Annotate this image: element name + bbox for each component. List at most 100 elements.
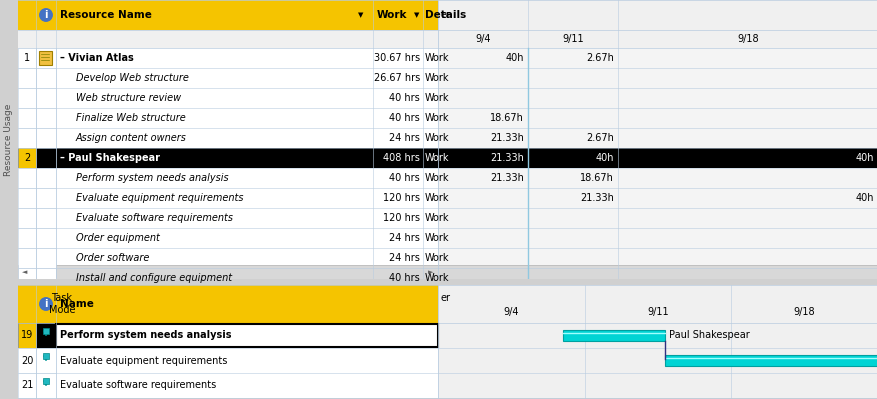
FancyBboxPatch shape (39, 51, 52, 65)
Text: 21.33h: 21.33h (580, 193, 613, 203)
Text: Paul Shakespear: Paul Shakespear (668, 330, 748, 340)
Bar (18, 48, 36, 68)
Bar (438, 285, 877, 323)
Text: 30.67 hrs: 30.67 hrs (374, 53, 419, 63)
Bar (18, 268, 877, 288)
Text: – Vivian Atlas: – Vivian Atlas (60, 53, 133, 63)
Bar (36, 373, 56, 398)
Text: 9/11: 9/11 (561, 34, 583, 44)
Bar (18, 208, 877, 228)
Text: 21.33h: 21.33h (489, 173, 524, 183)
Text: 1: 1 (24, 53, 30, 63)
Text: Finalize Web structure: Finalize Web structure (76, 113, 186, 123)
Text: Name: Name (60, 299, 94, 309)
Text: 21: 21 (21, 381, 33, 391)
Text: Evaluate software requirements: Evaluate software requirements (76, 213, 232, 223)
Bar (438, 268, 877, 288)
Text: 24 hrs: 24 hrs (389, 233, 419, 243)
FancyArrowPatch shape (44, 381, 47, 384)
Bar (43, 328, 49, 334)
Text: Install and configure equipment: Install and configure equipment (76, 273, 232, 283)
Text: 40h: 40h (854, 193, 873, 203)
Bar (18, 88, 36, 108)
Bar (18, 265, 877, 279)
FancyArrowPatch shape (44, 356, 47, 359)
Bar (18, 323, 36, 348)
Bar (18, 168, 36, 188)
Text: 2: 2 (24, 153, 30, 163)
Bar (18, 108, 36, 128)
Bar (18, 88, 877, 108)
Bar (563, 330, 664, 341)
Bar (438, 148, 877, 168)
Text: 40h: 40h (595, 153, 613, 163)
Text: 40 hrs: 40 hrs (389, 273, 419, 283)
Text: Work: Work (424, 193, 449, 203)
Bar (18, 188, 36, 208)
Bar (36, 128, 56, 148)
Text: ◄: ◄ (22, 269, 28, 275)
Bar (36, 148, 56, 168)
Text: Evaluate equipment requirements: Evaluate equipment requirements (76, 193, 243, 203)
Bar (438, 168, 877, 188)
Bar (18, 285, 438, 323)
Text: – Paul Shakespear: – Paul Shakespear (60, 153, 160, 163)
Bar (18, 268, 36, 288)
Bar (18, 68, 36, 88)
Text: er: er (440, 293, 451, 303)
Bar (18, 68, 877, 88)
Bar (36, 108, 56, 128)
Text: 18.67h: 18.67h (580, 173, 613, 183)
Bar (438, 208, 877, 228)
Bar (438, 108, 877, 128)
Text: er: er (440, 10, 451, 20)
FancyArrowPatch shape (44, 331, 47, 334)
Bar (438, 68, 877, 88)
Text: 18.67h: 18.67h (489, 113, 524, 123)
Text: 19: 19 (21, 330, 33, 340)
Bar (18, 348, 36, 373)
Bar (36, 268, 56, 288)
Text: Task: Task (52, 293, 73, 303)
Bar (36, 248, 56, 268)
Bar (438, 248, 877, 268)
Bar (36, 68, 56, 88)
Text: 2.67h: 2.67h (586, 53, 613, 63)
Bar (438, 373, 877, 398)
Bar (36, 188, 56, 208)
Bar (32, 267, 56, 277)
Text: Work: Work (424, 113, 449, 123)
Bar (56, 324, 438, 347)
Text: Resource Usage: Resource Usage (4, 103, 13, 176)
Bar (438, 128, 877, 148)
Text: Evaluate software requirements: Evaluate software requirements (60, 381, 216, 391)
Text: i: i (44, 10, 47, 20)
Bar (18, 323, 438, 348)
Bar (438, 0, 877, 30)
Bar (18, 148, 877, 168)
Text: Work: Work (424, 133, 449, 143)
Bar (18, 208, 36, 228)
Text: 21.33h: 21.33h (489, 153, 524, 163)
Text: 40 hrs: 40 hrs (389, 93, 419, 103)
Text: 120 hrs: 120 hrs (382, 213, 419, 223)
Bar (18, 0, 877, 30)
Text: 26.67 hrs: 26.67 hrs (374, 73, 419, 83)
Bar (438, 228, 877, 248)
Bar (18, 373, 36, 398)
Text: Perform system needs analysis: Perform system needs analysis (76, 173, 228, 183)
Text: 120 hrs: 120 hrs (382, 193, 419, 203)
Bar (438, 348, 877, 373)
Text: Assign content owners: Assign content owners (76, 133, 187, 143)
Bar (18, 30, 877, 48)
Bar (36, 88, 56, 108)
Text: 24 hrs: 24 hrs (389, 253, 419, 263)
Bar (438, 88, 877, 108)
Text: Mode: Mode (49, 305, 75, 315)
Bar (18, 248, 36, 268)
Bar (438, 48, 877, 68)
Text: i: i (44, 299, 47, 309)
Bar (18, 128, 36, 148)
Text: ▼: ▼ (414, 12, 419, 18)
Bar (438, 323, 877, 348)
